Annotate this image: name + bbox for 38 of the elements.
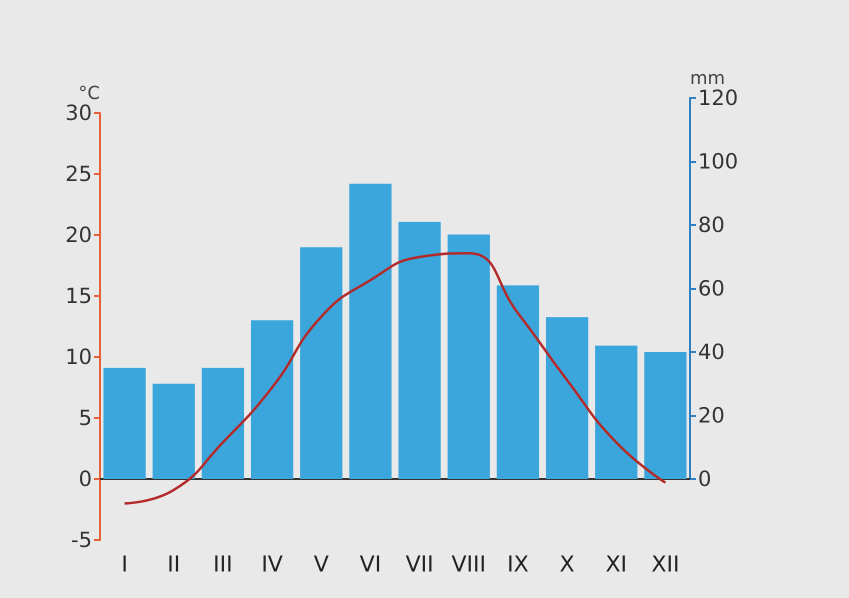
bar — [349, 184, 392, 479]
x-tick-label: I — [121, 552, 128, 578]
y2-tick-label: 20 — [698, 404, 725, 428]
bar — [448, 234, 490, 479]
bar — [546, 317, 588, 479]
bar — [496, 285, 540, 479]
x-tick-label: VIII — [451, 552, 486, 578]
x-tick-label: XI — [605, 552, 628, 578]
y-tick-label: 20 — [65, 223, 92, 247]
x-tick-label: X — [560, 552, 575, 578]
x-tick-label: IV — [261, 552, 283, 578]
x-tick-label: XII — [651, 552, 680, 578]
bar — [300, 247, 342, 479]
bar — [250, 320, 294, 479]
y2-tick-label: 60 — [698, 276, 725, 300]
bar — [644, 352, 687, 479]
y2-tick-label: 100 — [698, 150, 738, 174]
line-series — [123, 252, 667, 505]
x-tick-label: V — [314, 552, 329, 578]
bar — [152, 384, 195, 479]
bar — [398, 222, 441, 479]
x-tick-label: III — [213, 552, 233, 578]
bar — [595, 346, 638, 479]
y-tick-label: 10 — [65, 345, 92, 369]
y-tick-label: 0 — [78, 467, 92, 491]
bar — [202, 368, 244, 479]
y-tick-label: 15 — [65, 284, 92, 308]
x-tick-label: VI — [360, 552, 382, 578]
x-tick-label: VII — [406, 552, 434, 578]
y2-tick-label: 80 — [698, 213, 725, 237]
bar — [103, 368, 146, 479]
y2-tick-label: 0 — [698, 467, 712, 491]
y2-tick-label: 40 — [698, 340, 725, 364]
y-tick-label: 5 — [78, 406, 92, 430]
x-tick-label: IX — [507, 552, 529, 578]
y-tick-label: 25 — [65, 162, 92, 186]
x-tick-label: II — [167, 552, 180, 578]
y-tick-label: -5 — [71, 528, 92, 552]
